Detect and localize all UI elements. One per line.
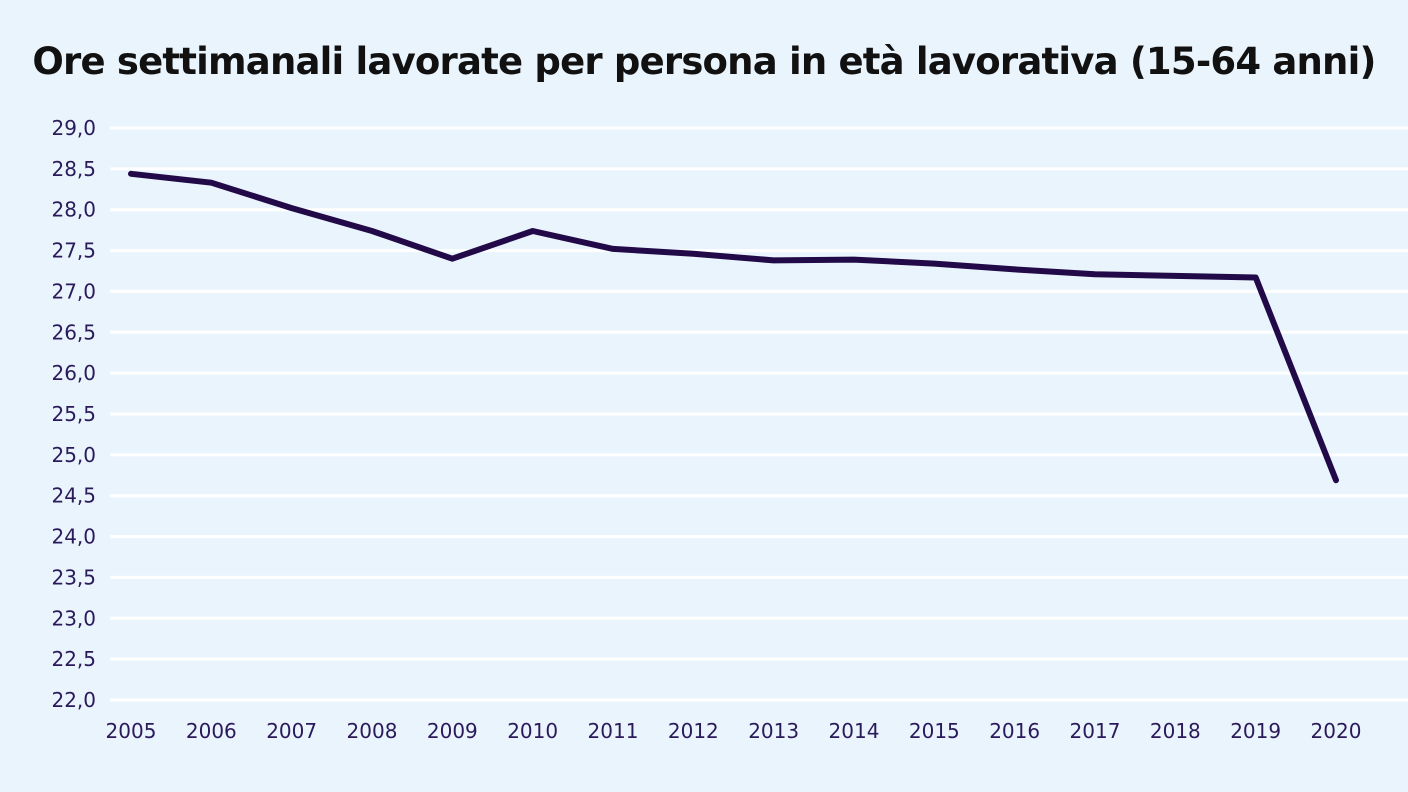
series-line — [128, 170, 1339, 484]
y-tick-label: 28,5 — [51, 157, 96, 181]
y-tick-label: 29,0 — [51, 116, 96, 140]
x-tick-label: 2017 — [1070, 719, 1121, 743]
x-tick-label: 2020 — [1311, 719, 1362, 743]
y-tick-label: 26,5 — [51, 320, 96, 344]
y-tick-label: 23,5 — [51, 565, 96, 589]
y-tick-label: 25,5 — [51, 402, 96, 426]
x-tick-label: 2006 — [186, 719, 237, 743]
chart-title: Ore settimanali lavorate per persona in … — [32, 40, 1376, 83]
y-tick-label: 25,0 — [51, 443, 96, 467]
x-tick-label: 2019 — [1230, 719, 1281, 743]
x-tick-label: 2018 — [1150, 719, 1201, 743]
x-tick-label: 2012 — [668, 719, 719, 743]
y-tick-label: 24,0 — [51, 525, 96, 549]
y-tick-label: 23,0 — [51, 606, 96, 630]
x-tick-label: 2010 — [507, 719, 558, 743]
y-axis-ticks: 29,0 28,5 28,0 27,5 27,0 26,5 26,0 25,5 25,0 24,5… — [51, 116, 96, 712]
y-tick-label: 26,0 — [51, 361, 96, 385]
x-tick-label: 2009 — [427, 719, 478, 743]
y-tick-label: 22,5 — [51, 647, 96, 671]
x-tick-label: 2008 — [347, 719, 398, 743]
y-tick-label: 28,0 — [51, 198, 96, 222]
y-tick-label: 24,5 — [51, 484, 96, 508]
grid-lines — [110, 126, 1408, 702]
x-tick-label: 2007 — [266, 719, 317, 743]
x-tick-label: 2016 — [989, 719, 1040, 743]
series-layer — [128, 170, 1339, 484]
x-tick-label: 2013 — [748, 719, 799, 743]
y-tick-label: 27,5 — [51, 239, 96, 263]
x-tick-label: 2015 — [909, 719, 960, 743]
y-tick-label: 27,0 — [51, 279, 96, 303]
x-tick-label: 2014 — [829, 719, 880, 743]
x-axis-ticks: 2005 2006 2007 2008 2009 2010 2011 2012 2013 2014… — [106, 719, 1362, 743]
x-tick-label: 2005 — [106, 719, 157, 743]
x-tick-label: 2011 — [588, 719, 639, 743]
y-tick-label: 22,0 — [51, 688, 96, 712]
